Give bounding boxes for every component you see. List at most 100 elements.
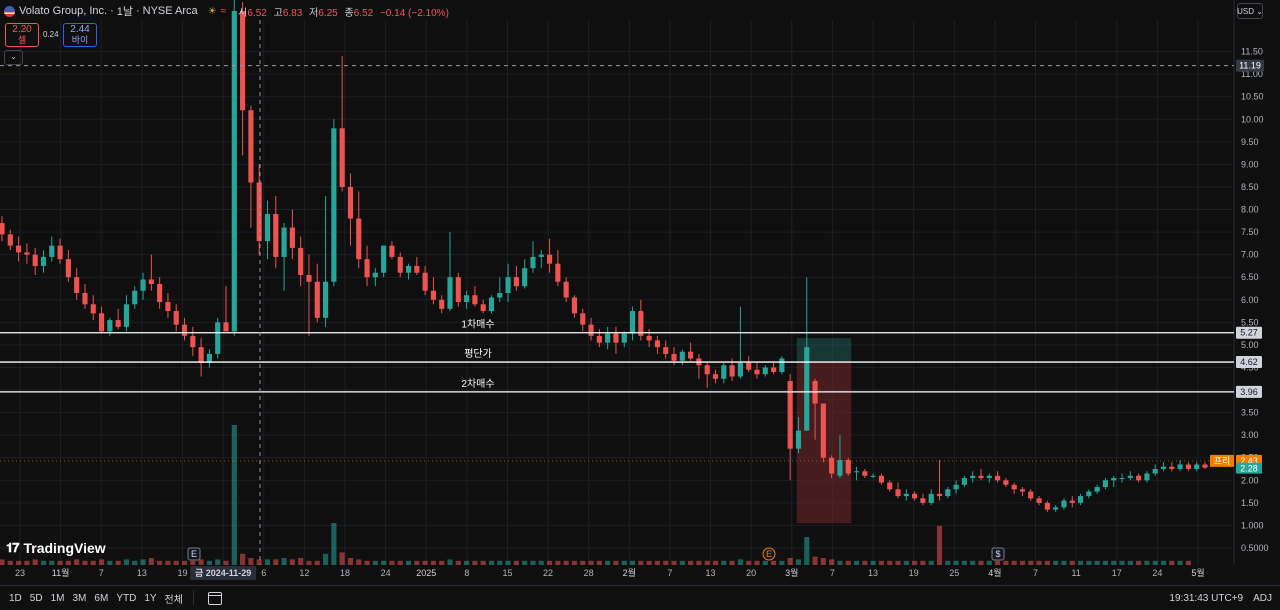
volume-bar (256, 559, 262, 565)
volume-bar (712, 560, 719, 565)
volume-bar (356, 559, 362, 565)
candle (306, 274, 312, 282)
symbol-title[interactable]: Volato Group, Inc. (19, 5, 108, 17)
time-tick-label: 24 (381, 568, 391, 578)
volume-bar (804, 537, 810, 565)
dividend-marker-icon[interactable] (762, 547, 776, 561)
price-tick-label: 2.00 (1241, 475, 1259, 485)
range-ytd[interactable]: YTD (116, 592, 137, 604)
indicator-icon[interactable]: ≈ (220, 5, 227, 17)
range-1m[interactable]: 1M (50, 592, 65, 604)
volume-bar (746, 560, 752, 565)
candle (430, 290, 436, 300)
range-all[interactable]: 전체 (164, 594, 183, 606)
volume-bar (671, 560, 677, 565)
time-tick-label: 7 (667, 568, 672, 578)
candle (397, 256, 403, 273)
candle (737, 362, 743, 377)
candle (289, 227, 295, 248)
volume-bar (646, 560, 652, 565)
candle (1185, 464, 1191, 470)
time-tick-label: 금 2024-11-29 (195, 568, 251, 578)
volume-bar (530, 560, 536, 565)
volume-bar (165, 560, 171, 565)
volume-bar (878, 560, 885, 565)
buy-button[interactable]: 2.44 바이 (63, 23, 97, 47)
volume-bar (206, 560, 212, 565)
candle (223, 322, 229, 332)
candle (522, 268, 528, 287)
candle (90, 304, 96, 314)
premarket-label-text: 프리 (1214, 456, 1231, 466)
candle (347, 186, 354, 219)
crosshair-date-badge (190, 566, 257, 580)
range-1y[interactable]: 1Y (144, 592, 157, 604)
candle (1019, 489, 1026, 492)
range-5d[interactable]: 5D (29, 592, 43, 604)
candle (140, 279, 146, 291)
volume-bar (571, 560, 578, 565)
volume-bar (1136, 560, 1142, 565)
volume-bar (289, 559, 295, 565)
candle (231, 10, 237, 332)
candle (240, 10, 246, 111)
candle (845, 459, 851, 474)
candle (32, 254, 38, 266)
candle (936, 493, 943, 497)
volume-bar (829, 559, 835, 565)
candle (7, 234, 13, 246)
volume-bar (65, 560, 71, 565)
volume-bar (480, 560, 486, 565)
volume-bar (132, 560, 138, 565)
range-6m[interactable]: 6M (94, 592, 109, 604)
candle (1053, 507, 1059, 510)
time-tick-label: 18 (340, 568, 350, 578)
volume-bar (24, 560, 30, 565)
sell-button[interactable]: 2.20 셀 (5, 23, 39, 47)
ohlc-readout: 시6.52 고6.83 저6.25 종6.52 −0.14 (−2.10%) (238, 7, 449, 19)
currency-selector[interactable]: USD ⌄ (1237, 3, 1263, 19)
candle (1152, 469, 1158, 474)
price-tick-label: 6.00 (1241, 295, 1259, 305)
change-readout: −0.14 (−2.10%) (379, 7, 449, 19)
candle (920, 498, 926, 503)
position-target-zone[interactable] (796, 338, 852, 363)
collapse-chevron-icon[interactable]: ⌄ (4, 50, 23, 65)
volume-bar (231, 425, 237, 565)
candle (771, 367, 777, 372)
volume-bar (563, 560, 569, 565)
candle (1077, 496, 1084, 503)
price-tick-label: 11.00 (1241, 69, 1263, 79)
range-1d[interactable]: 1D (9, 592, 22, 604)
candle (405, 265, 412, 273)
candle (1086, 491, 1092, 497)
price-line-badge-text: 4.62 (1240, 357, 1258, 367)
price-tick-label: 5.50 (1241, 317, 1259, 327)
earnings-marker-icon[interactable] (991, 547, 1005, 561)
adj-toggle[interactable]: ADJ (1253, 592, 1272, 604)
volume-bar (198, 559, 204, 565)
earnings-marker-icon[interactable] (187, 547, 201, 561)
horizontal-line-label: 2차매수 (461, 378, 494, 390)
spread-value: 0.24 (43, 30, 59, 39)
price-chart[interactable]: 11.50 11.00 10.50 10.00 9.50 9.00 8.50 8.00 7.50… (0, 0, 1280, 585)
candle (74, 277, 80, 294)
candle (173, 311, 179, 325)
interval-label[interactable]: 1날 (116, 6, 133, 18)
candle (422, 272, 428, 291)
candle (895, 489, 901, 497)
candle (65, 259, 71, 278)
candle (654, 340, 660, 348)
candle (986, 475, 992, 479)
volume-bar (845, 560, 851, 565)
volume-bar (1119, 560, 1125, 565)
clock-readout[interactable]: 19:31:43 UTC+9 (1169, 592, 1244, 604)
volume-bar (281, 558, 287, 565)
volume-bar (1077, 560, 1084, 565)
crosshair-price-badge (1236, 59, 1264, 72)
calendar-icon[interactable] (207, 591, 222, 605)
candle (472, 295, 478, 305)
candle (1202, 464, 1208, 468)
range-3m[interactable]: 3M (72, 592, 87, 604)
time-tick-label: 7 (830, 568, 835, 578)
